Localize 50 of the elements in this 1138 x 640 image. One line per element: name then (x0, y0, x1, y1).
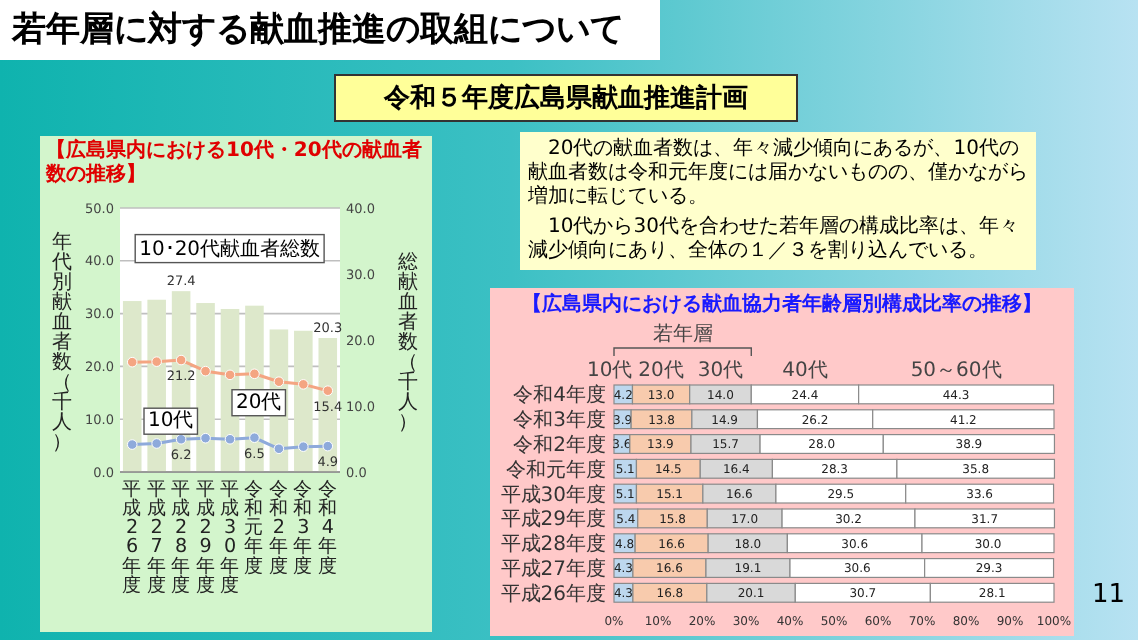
bar (122, 301, 142, 472)
point (126, 356, 138, 368)
y-tick-label: 令和4年度 (513, 383, 606, 408)
point (249, 432, 260, 443)
y-tick-label: 令和3年度 (513, 408, 606, 433)
text: 11 (1092, 580, 1126, 610)
bar (294, 330, 313, 472)
point (298, 441, 309, 452)
text: 若年層 (652, 322, 713, 346)
text: 10代から30代を合わせた若年層の構成比率は、年々減少傾向にあり、全体の１／３を割り込んでいる。 (528, 216, 1021, 264)
point (200, 432, 211, 444)
point (322, 440, 334, 452)
point (200, 365, 211, 377)
series-label: 50～60代 (910, 360, 1002, 382)
bar (318, 338, 338, 472)
series-label: 20代 (638, 360, 684, 382)
x-tick-label: 令和4年度 (317, 476, 338, 578)
text: 20代の献血者数は、年々減少傾向にあるが、10代の献血者数は令和元年度には届かないものの、僅かながら増加に転じている。 (528, 138, 1028, 210)
point (126, 439, 138, 450)
point (151, 356, 162, 367)
y-tick-label: 令和元年度 (506, 457, 606, 482)
text: 年代別献血者数（千人） (52, 231, 72, 454)
series-label: 10代 (587, 360, 633, 382)
text: 若年層に対する献血推進の取組について (0, 0, 660, 60)
point (249, 368, 260, 380)
x-tick-label: 令和3年度 (293, 476, 314, 578)
y-tick-label: 令和2年度 (513, 433, 606, 457)
series-label: 40代 (782, 360, 828, 382)
point (273, 376, 285, 388)
bar (196, 303, 215, 472)
series-label: 10･20代献血者総数 (139, 236, 321, 261)
point (322, 385, 334, 396)
chart-title: 【広島県内における10代・20代の献血者数の推移】 (43, 136, 424, 190)
chart-title: 【広島県内における献血協力者年齢層別構成比率の推移】 (520, 290, 1044, 318)
point (151, 438, 162, 449)
x-tick-label: 令和2年度 (268, 476, 289, 578)
point (175, 354, 187, 366)
text: 総献血者数（千人） (398, 251, 418, 434)
x-tick-label: 平成28年度 (171, 478, 192, 597)
series-label: 20代 (236, 391, 282, 414)
text: 令和５年度広島県献血推進計画 (334, 74, 798, 122)
point (273, 443, 285, 455)
x-tick-label: 令和元年度 (244, 476, 265, 578)
x-tick-label: 平成29年度 (195, 478, 216, 597)
point (224, 369, 236, 381)
series-label: 30代 (697, 360, 744, 382)
series-label: 10代 (148, 410, 194, 433)
x-tick-label: 平成30年度 (220, 478, 240, 597)
point (298, 379, 309, 390)
point (224, 433, 236, 445)
